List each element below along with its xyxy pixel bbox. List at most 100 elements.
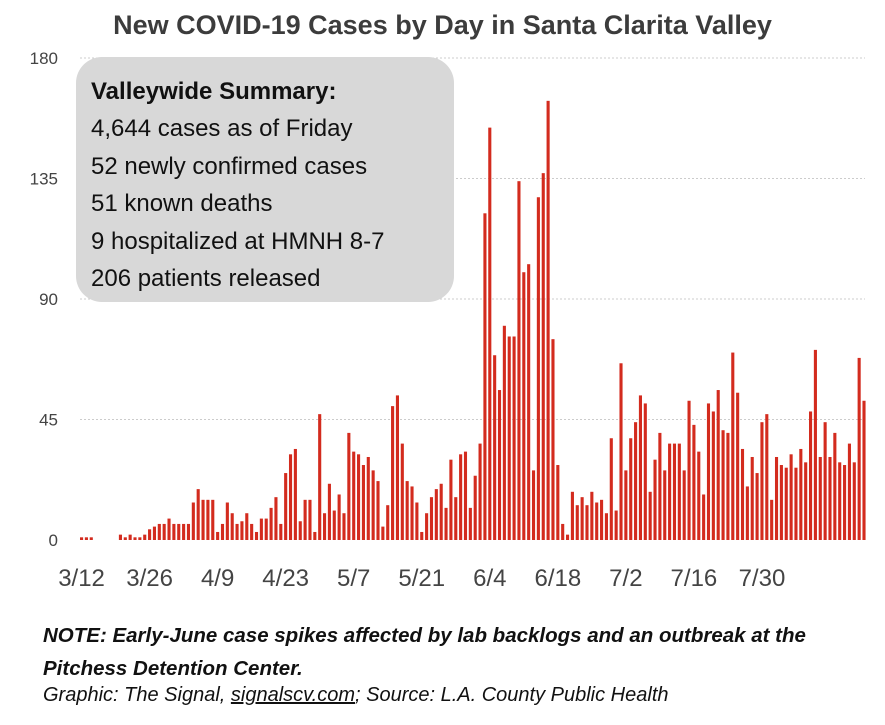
x-tick-label: 5/21 [398, 565, 445, 592]
bar [439, 483, 443, 540]
bar [138, 537, 142, 540]
bar [784, 467, 788, 540]
bar [376, 481, 380, 540]
bar [162, 523, 166, 540]
bar [653, 459, 657, 540]
summary-line-hospitalized: 9 hospitalized at HMNH 8-7 [91, 227, 385, 255]
bar [497, 390, 502, 540]
bar [551, 339, 555, 540]
bar [459, 454, 463, 540]
bar [828, 456, 832, 540]
bar [259, 518, 263, 540]
bar [308, 499, 312, 540]
x-tick-label: 6/4 [473, 565, 506, 592]
bar [672, 443, 677, 540]
bar [546, 100, 550, 540]
bar [765, 414, 769, 540]
bar [254, 531, 259, 540]
bar [298, 521, 302, 540]
bar [682, 470, 686, 540]
bar [809, 411, 813, 540]
bar [473, 475, 477, 540]
bar [852, 462, 856, 540]
bar [172, 523, 176, 540]
bar [813, 349, 817, 540]
bar [429, 497, 434, 540]
summary-heading: Valleywide Summary: [91, 78, 337, 105]
bar [182, 523, 186, 540]
bar [702, 494, 706, 540]
bar [196, 489, 200, 540]
credit-suffix: ; Source: L.A. County Public Health [355, 684, 669, 706]
summary-line-released: 206 patients released [91, 265, 321, 292]
bar [216, 531, 220, 540]
x-tick-label: 3/12 [58, 565, 105, 592]
summary-line-deaths: 51 known deaths [91, 190, 273, 217]
bar [604, 513, 608, 540]
bar [711, 411, 715, 540]
bar [677, 443, 681, 540]
bar [488, 127, 492, 541]
bar [648, 491, 652, 540]
credit-link[interactable]: signalscv.com [230, 684, 355, 706]
bar [774, 456, 779, 540]
x-tick-label: 3/26 [126, 565, 173, 592]
bar [167, 518, 171, 540]
x-tick-label: 6/18 [534, 565, 581, 592]
x-tick-label: 4/23 [262, 565, 309, 592]
y-axis-ticks: 0 45 90 135 180 [30, 49, 58, 550]
bar [250, 523, 254, 540]
bar [284, 473, 288, 540]
bar [619, 363, 623, 540]
bar [838, 462, 842, 540]
bar [410, 486, 414, 540]
bar [566, 534, 570, 540]
bar [522, 272, 526, 540]
bar [449, 459, 453, 540]
bar [687, 400, 691, 540]
summary-box: Valleywide Summary: 4,644 cases as of Fr… [76, 57, 454, 302]
bar [590, 491, 594, 540]
bar [614, 510, 618, 540]
bar [347, 432, 351, 540]
bar [823, 422, 827, 540]
x-tick-label: 5/7 [337, 565, 370, 592]
y-tick-label: 135 [30, 170, 58, 189]
bar [211, 499, 215, 540]
bar [366, 456, 370, 540]
bar [600, 499, 604, 540]
bar [663, 470, 667, 540]
bar [454, 497, 458, 540]
bar [361, 465, 365, 540]
bar-chart: 0 45 90 135 180 3/12 3/26 4/9 4/23 5/7 5/21 6/4 6/1… [30, 49, 866, 592]
bar [770, 499, 774, 540]
y-tick-label: 45 [39, 411, 58, 430]
bar [483, 213, 487, 540]
bar [444, 507, 448, 540]
bar [400, 443, 404, 540]
bar [293, 448, 297, 540]
bar [609, 438, 613, 540]
summary-line-new: 52 newly confirmed cases [91, 152, 368, 180]
bar [420, 531, 424, 540]
x-tick-label: 7/30 [739, 565, 786, 592]
x-tick-label: 7/2 [609, 565, 642, 592]
bar [220, 523, 225, 540]
bar [468, 507, 472, 540]
bar [191, 502, 195, 540]
bar [575, 505, 579, 540]
x-tick-label: 7/16 [671, 565, 718, 592]
chart-title: New COVID-19 Cases by Day in Santa Clari… [113, 10, 772, 40]
bar [230, 513, 234, 540]
bar [692, 424, 696, 540]
bar [789, 454, 793, 540]
bar [857, 357, 861, 540]
bar [721, 430, 725, 540]
bar [595, 502, 599, 540]
bar [206, 499, 210, 540]
bar [478, 443, 482, 540]
gridlines [80, 57, 865, 420]
y-tick-label: 0 [49, 531, 58, 550]
bar [269, 507, 273, 540]
bar [80, 537, 84, 540]
